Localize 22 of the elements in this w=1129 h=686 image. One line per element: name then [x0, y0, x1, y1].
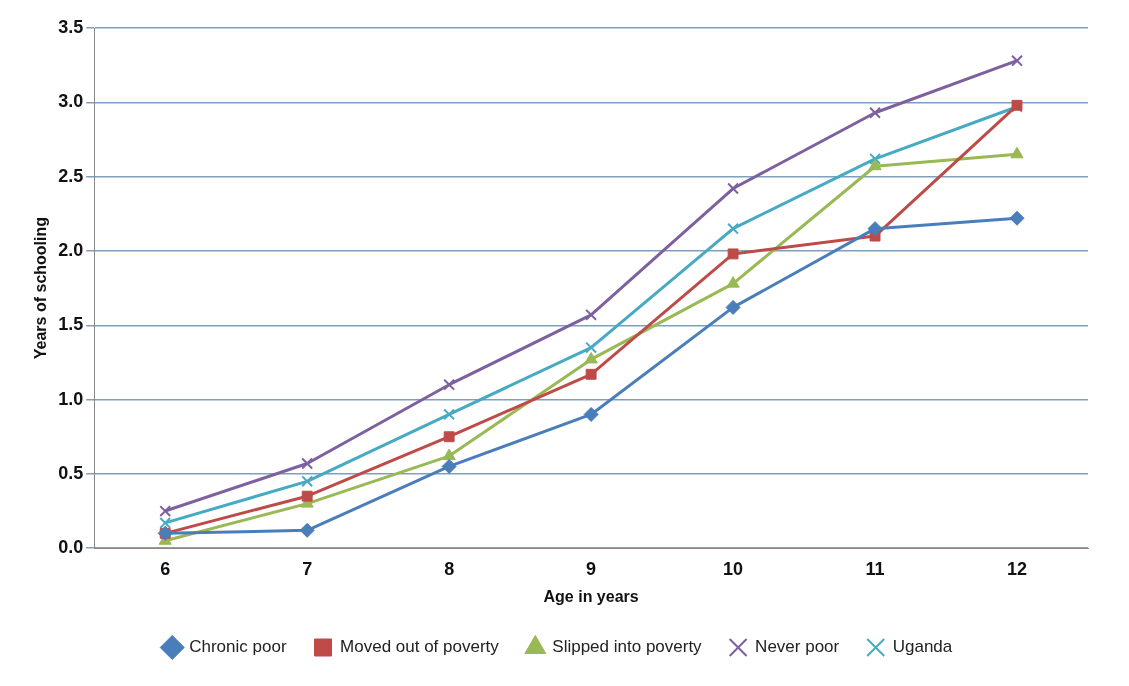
y-tick-label: 1.5: [58, 314, 84, 335]
x-tick-label: 7: [302, 558, 313, 579]
x-axis-title: Age in years: [543, 587, 639, 605]
y-tick-label: 3.0: [58, 91, 84, 112]
y-tick-label: 2.5: [58, 165, 84, 186]
legend-label: Slipped into poverty: [552, 637, 703, 657]
x-tick-label: 10: [723, 558, 744, 579]
legend-label: Chronic poor: [189, 637, 287, 657]
legend-label: Never poor: [755, 637, 840, 657]
x-tick-label: 8: [444, 558, 455, 579]
y-tick-label: 1.0: [58, 388, 84, 409]
legend-label: Uganda: [892, 637, 953, 657]
y-tick-label: 0.5: [58, 462, 84, 483]
y-tick-label: 0.0: [58, 537, 84, 558]
x-tick-label: 11: [865, 558, 885, 579]
x-tick-label: 9: [586, 558, 597, 579]
y-tick-label: 2.0: [58, 239, 84, 260]
y-axis-title: Years of schooling: [32, 216, 50, 360]
x-tick-label: 6: [160, 558, 171, 579]
y-tick-label: 3.5: [58, 16, 84, 37]
legend-label: Moved out of poverty: [340, 637, 500, 657]
x-tick-label: 12: [1007, 558, 1028, 579]
